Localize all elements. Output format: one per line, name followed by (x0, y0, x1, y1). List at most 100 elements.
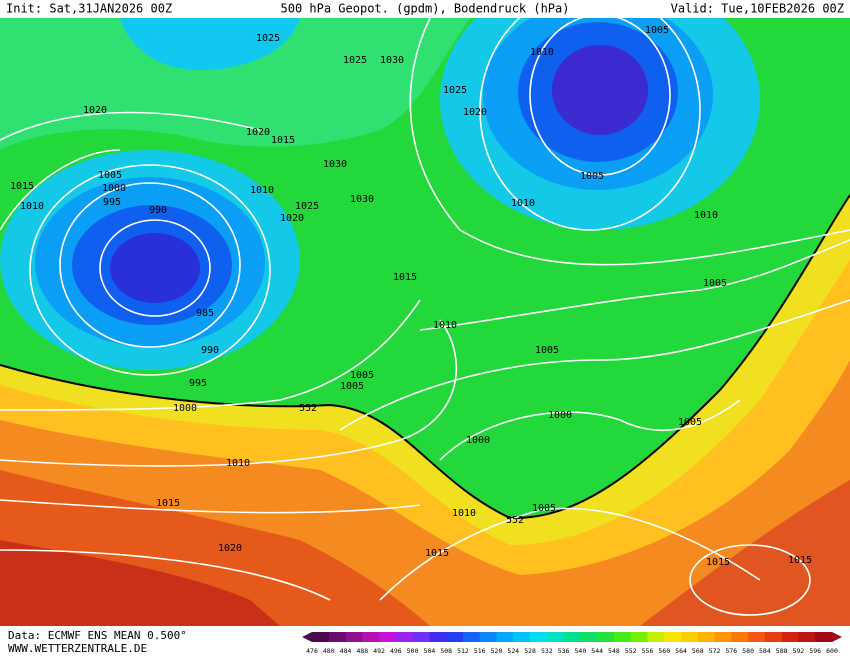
colorbar-cell (580, 632, 598, 642)
isobar-label: 1015 (393, 272, 417, 283)
colorbar-cell (664, 632, 682, 642)
colorbar-cell (597, 632, 615, 642)
colorbar-label: 596 (809, 647, 821, 655)
colorbar-label: 524 (507, 647, 519, 655)
isobar-label: 1010 (226, 458, 250, 469)
colorbar-label: 476 (306, 647, 318, 655)
isobar-label: 1010 (530, 47, 554, 58)
isobar-label: 1010 (511, 198, 535, 209)
colorbar-cell (395, 632, 414, 642)
colorbar-cell (563, 632, 581, 642)
colorbar-label: 568 (692, 647, 704, 655)
isobar-label: 1005 (350, 370, 374, 381)
colorbar-cell (379, 632, 397, 642)
colorbar-label: 480 (323, 647, 335, 655)
colorbar-cell (496, 632, 514, 642)
isobar-label: 1005 (532, 503, 556, 514)
colorbar-label: 588 (776, 647, 788, 655)
low-ne-4 (552, 45, 648, 135)
isobar-label: 1005 (645, 25, 669, 36)
isobar-label: 995 (189, 378, 207, 389)
colorbar-cell (530, 632, 548, 642)
warm-red (0, 540, 280, 626)
colorbar-label: 572 (709, 647, 721, 655)
isobar-label: 1000 (466, 435, 490, 446)
colorbar-cell (446, 632, 464, 642)
colorbar-arrow-right (832, 632, 842, 642)
isobar-label: 1020 (83, 105, 107, 116)
isobar-label: 1015 (10, 181, 34, 192)
colorbar-label: 512 (457, 647, 469, 655)
isobar-label: 1005 (678, 417, 702, 428)
colorbar-cell (764, 632, 783, 642)
colorbar-label: 516 (474, 647, 486, 655)
contour-552 (0, 194, 850, 520)
isobar-label: 1010 (20, 201, 44, 212)
isobar-label: 1010 (250, 185, 274, 196)
colorbar-label: 504 (424, 647, 436, 655)
isobar-label: 1015 (706, 557, 730, 568)
isobar-label: 1020 (463, 107, 487, 118)
colorbar-cell (815, 632, 833, 642)
colorbar-cell (462, 632, 481, 642)
isobar-label: 1020 (280, 213, 304, 224)
colorbar-cell (714, 632, 732, 642)
colorbar-cell (798, 632, 816, 642)
colorbar-cell (412, 632, 430, 642)
isobar-label: 1005 (98, 170, 122, 181)
isobar-label: 1005 (580, 171, 604, 182)
colorbar-arrow-left (302, 632, 312, 642)
isobar-label: 990 (201, 345, 219, 356)
isobar-label: 1010 (433, 320, 457, 331)
colorbar-label: 500 (407, 647, 419, 655)
colorbar-label: 552 (625, 647, 637, 655)
colorbar-cell (748, 632, 766, 642)
colorbar-label: 560 (658, 647, 670, 655)
colorbar-label: 492 (373, 647, 385, 655)
colorbar-label: 580 (742, 647, 754, 655)
colorbar-label: 540 (575, 647, 587, 655)
colorbar-label: 564 (675, 647, 687, 655)
colorbar-label: 544 (591, 647, 603, 655)
website: WWW.WETTERZENTRALE.DE (8, 642, 147, 655)
isobar-label: 1000 (173, 403, 197, 414)
valid-time: Valid: Tue,10FEB2026 00Z (671, 2, 844, 16)
colorbar-cell (513, 632, 531, 642)
colorbar-cell (546, 632, 565, 642)
colorbar-label: 592 (793, 647, 805, 655)
isobar-label: 1015 (156, 498, 180, 509)
isobar-label: 1005 (535, 345, 559, 356)
colorbar-label: 484 (340, 647, 352, 655)
colorbar-label: 496 (390, 647, 402, 655)
colorbar-label: 520 (491, 647, 503, 655)
colorbar-label: 528 (524, 647, 536, 655)
field-greenland (120, 18, 300, 70)
isobar-label: 552 (299, 403, 317, 414)
header-bar (0, 0, 850, 18)
colorbar-cell (345, 632, 363, 642)
isobar-label: 1015 (271, 135, 295, 146)
colorbar-cell (479, 632, 498, 642)
colorbar-cell (630, 632, 648, 642)
isobar-label: 552 (506, 515, 524, 526)
isobar-label: 1020 (246, 127, 270, 138)
colorbar-label: 508 (440, 647, 452, 655)
isobar-label: 1010 (694, 210, 718, 221)
colorbar-cell (731, 632, 749, 642)
colorbar-cell (681, 632, 699, 642)
isobar-label: 995 (103, 197, 121, 208)
colorbar-label: 548 (608, 647, 620, 655)
isobar-label: 1030 (380, 55, 404, 66)
isobar-label: 1020 (218, 543, 242, 554)
colorbar-label: 532 (541, 647, 553, 655)
isobar-label: 1010 (452, 508, 476, 519)
map-title: 500 hPa Geopot. (gpdm), Bodendruck (hPa) (281, 2, 570, 16)
colorbar-cell (781, 632, 799, 642)
isobar-label: 1015 (425, 548, 449, 559)
colorbar-cell (362, 632, 380, 642)
isobar-label: 1005 (340, 381, 364, 392)
map-field (0, 0, 850, 626)
isobar-label: 990 (149, 205, 167, 216)
colorbar-cell (328, 632, 347, 642)
